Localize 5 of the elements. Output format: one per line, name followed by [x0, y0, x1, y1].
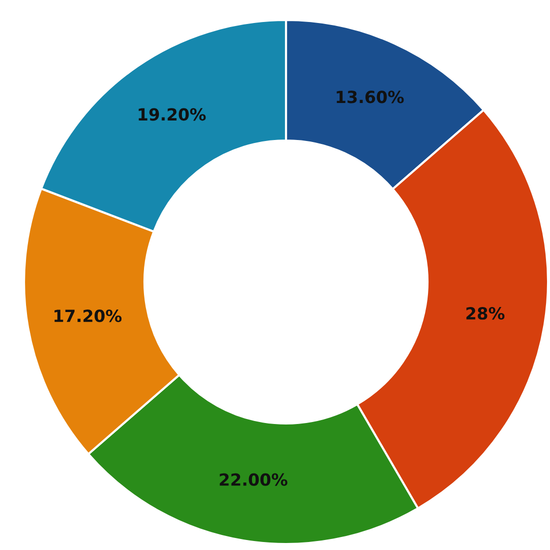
data-label: 28%	[466, 307, 504, 320]
data-label: 19.20%	[138, 108, 206, 121]
data-label: 17.20%	[54, 310, 122, 322]
data-label: 13.60%	[336, 90, 404, 104]
data-label: 22.00%	[220, 473, 288, 486]
